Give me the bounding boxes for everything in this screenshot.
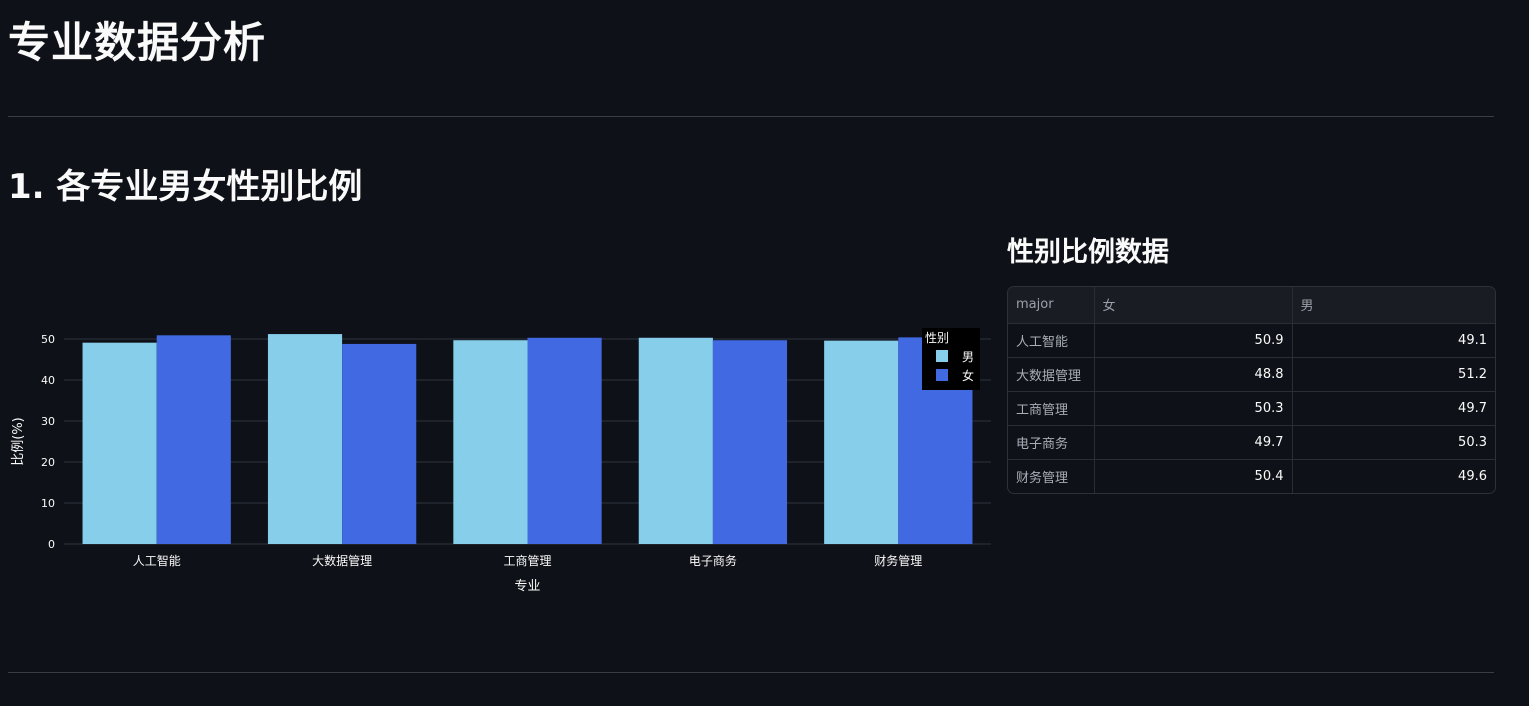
bar-female (712, 340, 788, 544)
bar-male (267, 334, 343, 544)
x-tick-label: 工商管理 (503, 553, 551, 568)
header-male[interactable]: 男 (1292, 287, 1495, 324)
bottom-divider (8, 672, 1494, 673)
gender-ratio-chart: 0 10 20 30 40 50 人工智能 大数据管理 工商管理 电子商务 财务管理专业 比例(%) 性… (0, 310, 1000, 610)
header-female[interactable]: 女 (1094, 287, 1293, 324)
x-tick-label: 大数据管理 (312, 553, 372, 568)
gender-ratio-table[interactable]: major 女 男 人工智能 50.9 49.1 大数据管理 48.8 51.2… (1007, 286, 1496, 494)
legend-label: 男 (962, 350, 974, 364)
page-title: 专业数据分析 (8, 18, 267, 67)
top-divider (8, 116, 1494, 117)
x-tick-label: 人工智能 (133, 553, 181, 568)
bar-male (824, 340, 899, 544)
legend-label: 女 (962, 368, 974, 383)
table-row: 电子商务 49.7 50.3 (1008, 425, 1495, 460)
section-title: 1. 各专业男女性别比例 (8, 167, 363, 207)
table-row: 财务管理 50.4 49.6 (1008, 459, 1495, 493)
bar-male (638, 337, 713, 544)
legend-swatch (936, 369, 948, 381)
bar-male (453, 340, 528, 544)
y-tick-label: 30 (41, 415, 55, 428)
cell-male: 51.2 (1292, 357, 1495, 392)
cell-female: 49.7 (1094, 425, 1293, 460)
row-major: 工商管理 (1008, 391, 1095, 426)
legend-title: 性别 (925, 331, 949, 345)
table-row: 工商管理 50.3 49.7 (1008, 391, 1495, 426)
x-tick-label: 财务管理 (874, 553, 922, 568)
bar-female (156, 335, 231, 544)
cell-male: 49.7 (1292, 391, 1495, 426)
row-major: 大数据管理 (1008, 357, 1095, 392)
table-row: 大数据管理 48.8 51.2 (1008, 357, 1495, 392)
bar-male (82, 342, 157, 544)
cell-male: 49.6 (1458, 468, 1487, 484)
cell-female: 50.4 (1094, 459, 1293, 493)
y-tick-label: 50 (41, 333, 55, 346)
header-major[interactable]: major (1008, 287, 1095, 324)
row-major: 人工智能 (1008, 323, 1095, 358)
table-row: 人工智能 50.9 49.1 (1008, 323, 1495, 358)
y-tick-label: 40 (41, 374, 55, 387)
row-major: 电子商务 (1008, 425, 1095, 460)
x-tick-label: 电子商务 (689, 553, 737, 568)
y-tick-label: 20 (41, 456, 55, 469)
bar-female (342, 343, 417, 544)
table-title: 性别比例数据 (1007, 237, 1169, 268)
bar-female (527, 337, 602, 544)
legend-box (922, 328, 980, 390)
x-axis-label: 专业 (514, 579, 540, 594)
row-major: 财务管理 (1008, 459, 1095, 493)
cell-male: 49.1 (1292, 323, 1495, 358)
y-axis-label: 比例(%) (11, 417, 26, 466)
y-tick-label: 10 (41, 497, 55, 510)
cell-female: 50.3 (1094, 391, 1293, 426)
cell-female: 50.9 (1094, 323, 1293, 358)
y-tick-label: 0 (48, 538, 55, 551)
table-header-row: major 女 男 (1008, 287, 1495, 324)
cell-female: 48.8 (1094, 357, 1293, 392)
cell-male: 50.3 (1292, 425, 1495, 460)
legend-swatch (936, 350, 948, 362)
